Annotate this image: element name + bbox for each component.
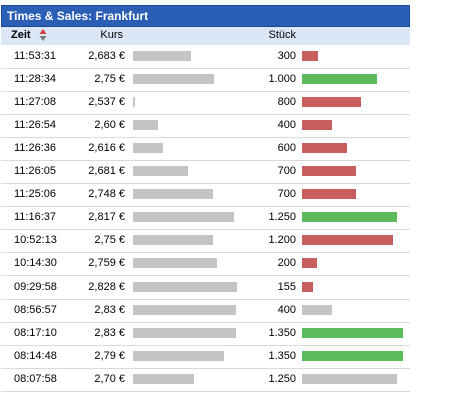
price-bar [133, 51, 191, 61]
quantity-bar-down [302, 235, 393, 246]
times-and-sales-widget: Times & Sales: Frankfurt Zeit Kurs Stück… [1, 5, 410, 392]
price-bar [133, 350, 224, 361]
trade-price: 2,83 € [94, 326, 125, 339]
column-header-quantity: Stück [268, 29, 296, 41]
quantity-bar-down [302, 189, 356, 200]
trade-price: 2,79 € [94, 349, 125, 362]
quantity-bar-neutral [302, 373, 397, 384]
trade-time: 10:14:30 [14, 257, 57, 270]
trade-quantity: 800 [277, 96, 296, 109]
quantity-bar-down [302, 143, 347, 154]
widget-title: Times & Sales: Frankfurt [7, 9, 149, 23]
quantity-bar-down [302, 97, 361, 108]
quantity-bar-up [302, 212, 397, 223]
price-bar [133, 235, 213, 246]
quantity-bar-neutral [302, 304, 332, 315]
trade-time: 08:56:57 [14, 303, 57, 316]
quantity-bar-up [302, 350, 403, 361]
quantity-bar-down [302, 166, 356, 177]
trade-row: 08:07:58 2,70 € 1.250 [1, 368, 410, 392]
trade-price: 2,75 € [94, 234, 125, 247]
trade-quantity: 1.250 [268, 211, 296, 224]
sort-arrows-icon[interactable] [39, 28, 47, 42]
trade-price: 2,75 € [94, 73, 125, 86]
trade-quantity: 1.200 [268, 234, 296, 247]
trade-time: 08:07:58 [14, 372, 57, 385]
column-header-time[interactable]: Zeit [11, 29, 31, 41]
trade-quantity: 700 [277, 188, 296, 201]
trade-row: 11:26:36 2,616 € 600 [1, 137, 410, 162]
price-bar [133, 97, 135, 108]
price-bar [133, 120, 158, 131]
trade-quantity: 155 [277, 280, 296, 293]
price-bar [133, 258, 217, 269]
trade-time: 11:28:34 [14, 73, 57, 86]
trade-time: 11:16:37 [14, 211, 57, 224]
trade-time: 11:53:31 [14, 50, 57, 62]
trade-quantity: 200 [277, 257, 296, 270]
price-bar [133, 143, 163, 154]
trade-quantity: 600 [277, 142, 296, 155]
trade-row: 10:14:30 2,759 € 200 [1, 252, 410, 277]
trade-row: 11:27:08 2,537 € 800 [1, 91, 410, 116]
price-bar [133, 373, 194, 384]
trade-quantity: 1.350 [268, 349, 296, 362]
trade-row: 10:52:13 2,75 € 1.200 [1, 229, 410, 254]
trade-row: 08:14:48 2,79 € 1.350 [1, 345, 410, 369]
quantity-bar-down [302, 258, 317, 269]
trade-time: 11:26:54 [14, 119, 57, 132]
price-bar [133, 281, 237, 292]
trade-price: 2,681 € [88, 165, 125, 178]
trade-time: 11:25:06 [14, 188, 57, 201]
trade-quantity: 400 [277, 119, 296, 132]
price-bar [133, 74, 214, 85]
trade-row: 09:29:58 2,828 € 155 [1, 276, 410, 300]
trade-price: 2,537 € [88, 96, 125, 109]
trade-price: 2,828 € [88, 280, 125, 293]
price-bar [133, 189, 213, 200]
trade-price: 2,616 € [88, 142, 125, 155]
trade-price: 2,70 € [94, 372, 125, 385]
trade-price: 2,60 € [94, 119, 125, 132]
column-header-row: Zeit Kurs Stück [1, 27, 410, 45]
trade-time: 08:17:10 [14, 326, 57, 339]
trade-quantity: 1.350 [268, 326, 296, 339]
trade-row: 08:56:57 2,83 € 400 [1, 299, 410, 323]
quantity-bar-up [302, 74, 377, 85]
column-header-price: Kurs [100, 29, 123, 41]
trade-quantity: 1.250 [268, 372, 296, 385]
price-bar [133, 212, 234, 223]
quantity-bar-down [302, 281, 313, 292]
trade-price: 2,83 € [94, 303, 125, 316]
trade-price: 2,683 € [88, 50, 125, 62]
trade-quantity: 700 [277, 165, 296, 178]
trade-row: 11:53:31 2,683 € 300 [1, 45, 410, 69]
trade-price: 2,759 € [88, 257, 125, 270]
trade-row: 11:28:34 2,75 € 1.000 [1, 68, 410, 93]
trade-price: 2,748 € [88, 188, 125, 201]
trade-time: 10:52:13 [14, 234, 57, 247]
trade-row: 11:25:06 2,748 € 700 [1, 183, 410, 208]
widget-titlebar: Times & Sales: Frankfurt [1, 5, 410, 27]
quantity-bar-down [302, 120, 332, 131]
trade-quantity: 1.000 [268, 73, 296, 86]
price-bar [133, 304, 236, 315]
quantity-bar-down [302, 51, 318, 61]
trade-row: 08:17:10 2,83 € 1.350 [1, 322, 410, 346]
trade-time: 11:27:08 [14, 96, 57, 109]
quantity-bar-up [302, 327, 403, 338]
price-bar [133, 166, 188, 177]
trade-time: 09:29:58 [14, 280, 57, 293]
trade-quantity: 400 [277, 303, 296, 316]
trade-quantity: 300 [277, 50, 296, 62]
trade-time: 11:26:05 [14, 165, 57, 178]
trade-time: 08:14:48 [14, 349, 57, 362]
trade-time: 11:26:36 [14, 142, 57, 155]
trade-row: 11:26:54 2,60 € 400 [1, 114, 410, 139]
trade-price: 2,817 € [88, 211, 125, 224]
trade-row: 11:26:05 2,681 € 700 [1, 160, 410, 185]
trade-row: 11:16:37 2,817 € 1.250 [1, 206, 410, 231]
price-bar [133, 327, 236, 338]
